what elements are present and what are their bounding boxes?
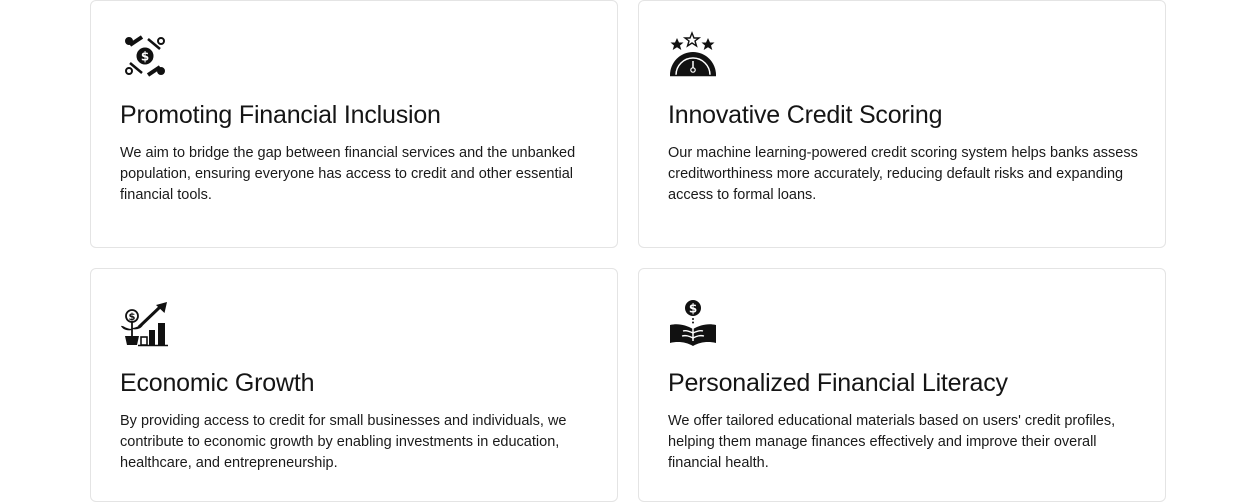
card-title: Promoting Financial Inclusion	[120, 101, 441, 129]
svg-text:$: $	[129, 312, 136, 323]
card-description: By providing access to credit for small …	[120, 413, 567, 471]
card-description: We aim to bridge the gap between financi…	[120, 145, 576, 203]
credit-score-gauge-icon	[668, 31, 718, 81]
feature-card-credit-scoring: Innovative Credit Scoring Our machine le…	[638, 0, 1166, 248]
feature-card-financial-inclusion: $ Promoting Financial Inclusion We aim t…	[90, 0, 618, 248]
card-description: We offer tailored educational materials …	[668, 413, 1116, 471]
growth-chart-icon: $	[120, 299, 170, 349]
feature-card-financial-literacy: $ Personalized Financial Literacy We off…	[638, 268, 1166, 502]
card-description: Our machine learning-powered credit scor…	[668, 145, 1138, 203]
financial-literacy-book-icon: $	[668, 299, 718, 349]
card-title: Personalized Financial Literacy	[668, 369, 1008, 397]
card-title: Innovative Credit Scoring	[668, 101, 943, 129]
svg-text:$: $	[141, 50, 149, 64]
financial-inclusion-icon: $	[120, 31, 170, 81]
card-title: Economic Growth	[120, 369, 315, 397]
svg-text:$: $	[689, 302, 697, 316]
feature-card-economic-growth: $ Economic Growth By providing access to…	[90, 268, 618, 502]
